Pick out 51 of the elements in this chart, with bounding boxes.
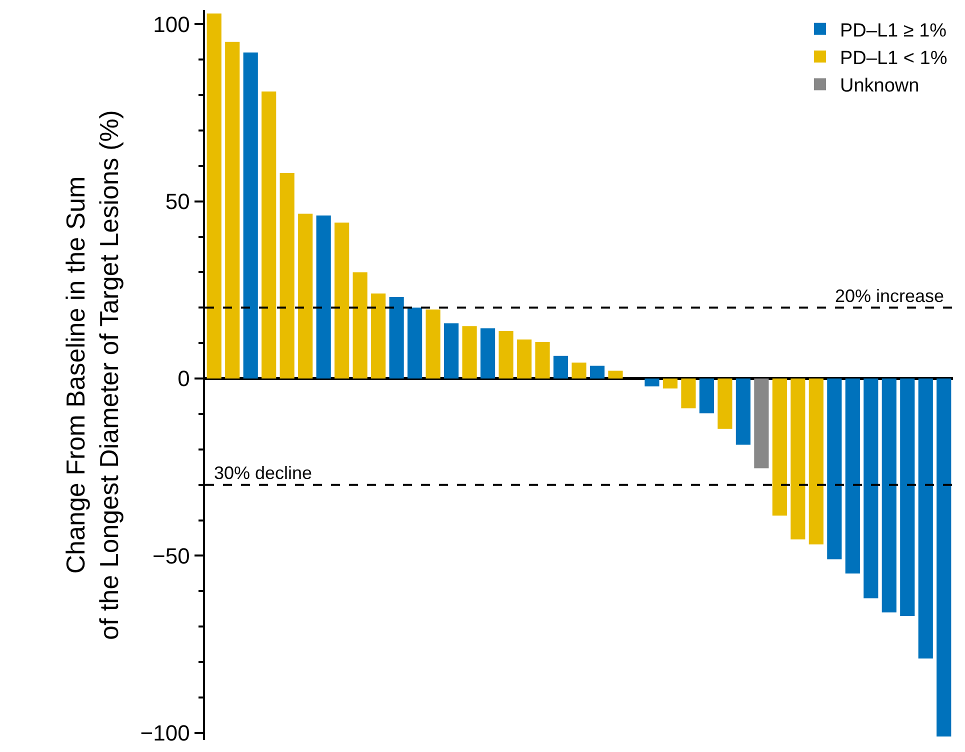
bar xyxy=(516,340,532,379)
y-tick-label: −100 xyxy=(140,720,190,746)
bar xyxy=(790,378,806,540)
bar xyxy=(243,52,258,379)
bar xyxy=(608,370,623,379)
bar xyxy=(352,272,368,379)
bar xyxy=(408,308,422,379)
bar xyxy=(681,378,696,408)
bar xyxy=(572,362,586,379)
bar xyxy=(334,222,350,379)
bar xyxy=(535,342,550,379)
bar xyxy=(699,378,714,414)
bar xyxy=(371,294,386,379)
bar xyxy=(262,92,276,379)
y-tick-label: 0 xyxy=(178,366,190,392)
legend-label: PD–L1 < 1% xyxy=(840,48,948,69)
bar xyxy=(206,14,222,379)
bar xyxy=(808,378,824,544)
bar xyxy=(845,378,860,574)
y-tick-label: 100 xyxy=(153,12,190,37)
bar xyxy=(644,378,660,386)
bar xyxy=(316,216,331,379)
bar xyxy=(936,378,952,736)
bar xyxy=(736,378,750,445)
bar xyxy=(498,331,514,379)
ref-line-label: 30% decline xyxy=(214,463,312,483)
bar xyxy=(718,378,732,429)
y-tick-label: 50 xyxy=(165,189,190,214)
ref-line-label: 20% increase xyxy=(835,286,944,306)
y-tick-label: −50 xyxy=(152,543,190,568)
bar xyxy=(754,378,769,468)
y-axis-title: Change From Baseline in the Sum of the Longest Diameter of Target Lesions (%) xyxy=(60,110,124,640)
bar xyxy=(389,297,404,379)
bar xyxy=(662,378,678,388)
bar xyxy=(864,378,878,598)
bar xyxy=(298,214,313,379)
bar xyxy=(480,328,496,379)
bar xyxy=(426,309,440,379)
bar xyxy=(280,173,294,379)
bar xyxy=(225,42,240,379)
bar xyxy=(900,378,915,616)
bar xyxy=(553,356,568,379)
bar xyxy=(462,326,477,379)
bar xyxy=(590,366,605,379)
bar xyxy=(827,378,842,560)
bar xyxy=(918,378,933,658)
legend-label: PD–L1 ≥ 1% xyxy=(840,20,947,42)
legend-label: Unknown xyxy=(840,76,920,97)
bar xyxy=(444,323,459,379)
bar xyxy=(772,378,787,516)
bar xyxy=(882,378,896,612)
